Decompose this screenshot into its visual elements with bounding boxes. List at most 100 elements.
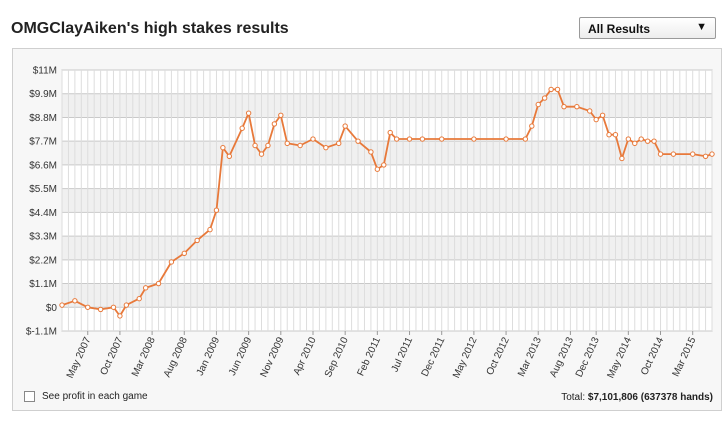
data-point bbox=[651, 138, 657, 144]
data-point bbox=[194, 237, 200, 244]
x-tick-label: Jul 2011 bbox=[390, 335, 416, 374]
data-point bbox=[535, 101, 541, 108]
grid-band bbox=[62, 283, 712, 308]
data-point bbox=[336, 140, 342, 147]
x-tick-label: Nov 2009 bbox=[258, 335, 286, 379]
data-point bbox=[117, 313, 123, 319]
data-point bbox=[381, 162, 387, 168]
y-tick-label: $1.1M bbox=[29, 279, 57, 290]
data-point bbox=[97, 306, 104, 313]
data-point bbox=[142, 285, 149, 291]
y-tick-label: $2.2M bbox=[29, 255, 57, 266]
results-filter-dropdown[interactable]: All Results ▼ bbox=[579, 17, 716, 39]
data-point bbox=[644, 138, 651, 144]
data-point bbox=[541, 95, 548, 101]
data-point bbox=[342, 123, 348, 129]
data-point bbox=[574, 103, 580, 110]
page-title: OMGClayAiken's high stakes results bbox=[11, 20, 289, 37]
triangle-down-icon: ▼ bbox=[696, 21, 707, 33]
data-point bbox=[123, 302, 130, 308]
data-point bbox=[554, 86, 561, 93]
data-point bbox=[548, 86, 554, 93]
data-point bbox=[619, 155, 625, 162]
data-point bbox=[355, 138, 361, 144]
data-point bbox=[593, 116, 599, 123]
data-point bbox=[155, 280, 162, 287]
data-point bbox=[439, 136, 445, 142]
data-point bbox=[85, 304, 91, 310]
x-tick-label: May 2012 bbox=[451, 335, 480, 380]
x-tick-label: Feb 2011 bbox=[356, 335, 384, 378]
data-point bbox=[393, 136, 400, 142]
data-point bbox=[310, 136, 316, 142]
y-tick-label: $6.6M bbox=[29, 160, 57, 171]
data-point bbox=[612, 132, 619, 138]
data-point bbox=[323, 144, 329, 151]
grid-band bbox=[62, 93, 712, 118]
data-point bbox=[207, 226, 213, 233]
data-point bbox=[245, 110, 252, 116]
data-point bbox=[297, 142, 303, 149]
data-point bbox=[271, 121, 278, 127]
data-point bbox=[529, 123, 535, 129]
y-tick-label: $11M bbox=[33, 66, 57, 77]
grid-band bbox=[62, 236, 712, 260]
x-tick-label: May 2014 bbox=[606, 335, 635, 380]
y-tick-label: $4.4M bbox=[29, 208, 57, 219]
x-tick-label: Oct 2007 bbox=[99, 335, 126, 377]
see-profit-label: See profit in each game bbox=[42, 391, 148, 402]
y-tick-label: $7.7M bbox=[29, 137, 57, 148]
see-profit-checkbox[interactable] bbox=[24, 391, 35, 402]
data-point bbox=[284, 140, 290, 147]
results-filter-value: All Results bbox=[588, 22, 651, 36]
data-point bbox=[258, 151, 265, 157]
data-point bbox=[670, 151, 677, 157]
data-point bbox=[632, 140, 638, 147]
data-point bbox=[72, 298, 78, 304]
y-tick-label: $0 bbox=[46, 303, 58, 314]
data-point bbox=[265, 142, 271, 149]
y-tick-label: $3.3M bbox=[29, 232, 57, 243]
data-point bbox=[239, 125, 245, 131]
data-point bbox=[638, 136, 644, 142]
data-point bbox=[252, 142, 258, 149]
x-tick-label: Apr 2010 bbox=[292, 335, 319, 377]
data-point bbox=[278, 112, 284, 118]
data-point bbox=[406, 136, 413, 142]
data-point bbox=[471, 136, 477, 142]
grid-band bbox=[62, 188, 712, 213]
data-point bbox=[419, 136, 426, 142]
data-point bbox=[213, 207, 220, 213]
x-tick-label: Jan 2009 bbox=[195, 335, 223, 377]
data-point bbox=[606, 132, 612, 138]
data-point bbox=[522, 136, 529, 142]
data-point bbox=[220, 144, 226, 151]
y-tick-label: $8.8M bbox=[29, 113, 57, 124]
x-tick-label: Mar 2013 bbox=[516, 335, 544, 378]
data-point bbox=[657, 151, 664, 157]
total-label: Total: bbox=[561, 392, 586, 403]
x-tick-label: Oct 2012 bbox=[485, 335, 512, 377]
x-tick-label: Aug 2008 bbox=[162, 335, 190, 379]
x-tick-label: Mar 2015 bbox=[671, 335, 699, 378]
data-point bbox=[387, 129, 393, 136]
y-tick-label: $-1.1M bbox=[26, 327, 57, 338]
data-point bbox=[599, 112, 606, 118]
x-tick-label: Aug 2013 bbox=[548, 335, 576, 379]
data-point bbox=[181, 250, 187, 257]
x-tick-label: Jun 2009 bbox=[227, 335, 255, 377]
data-point bbox=[168, 259, 175, 265]
x-tick-label: Mar 2008 bbox=[130, 335, 158, 378]
y-tick-label: $9.9M bbox=[29, 89, 57, 100]
data-point bbox=[709, 151, 715, 157]
data-point bbox=[561, 103, 567, 110]
data-point bbox=[503, 136, 509, 142]
total-value: $7,101,806 (637378 hands) bbox=[587, 392, 713, 403]
total-summary: Total: $7,101,806 (637378 hands) bbox=[561, 392, 713, 403]
x-tick-label: Oct 2014 bbox=[639, 335, 666, 377]
data-point bbox=[625, 136, 632, 142]
data-point bbox=[59, 302, 65, 308]
data-point bbox=[689, 151, 696, 157]
data-point bbox=[226, 153, 233, 159]
